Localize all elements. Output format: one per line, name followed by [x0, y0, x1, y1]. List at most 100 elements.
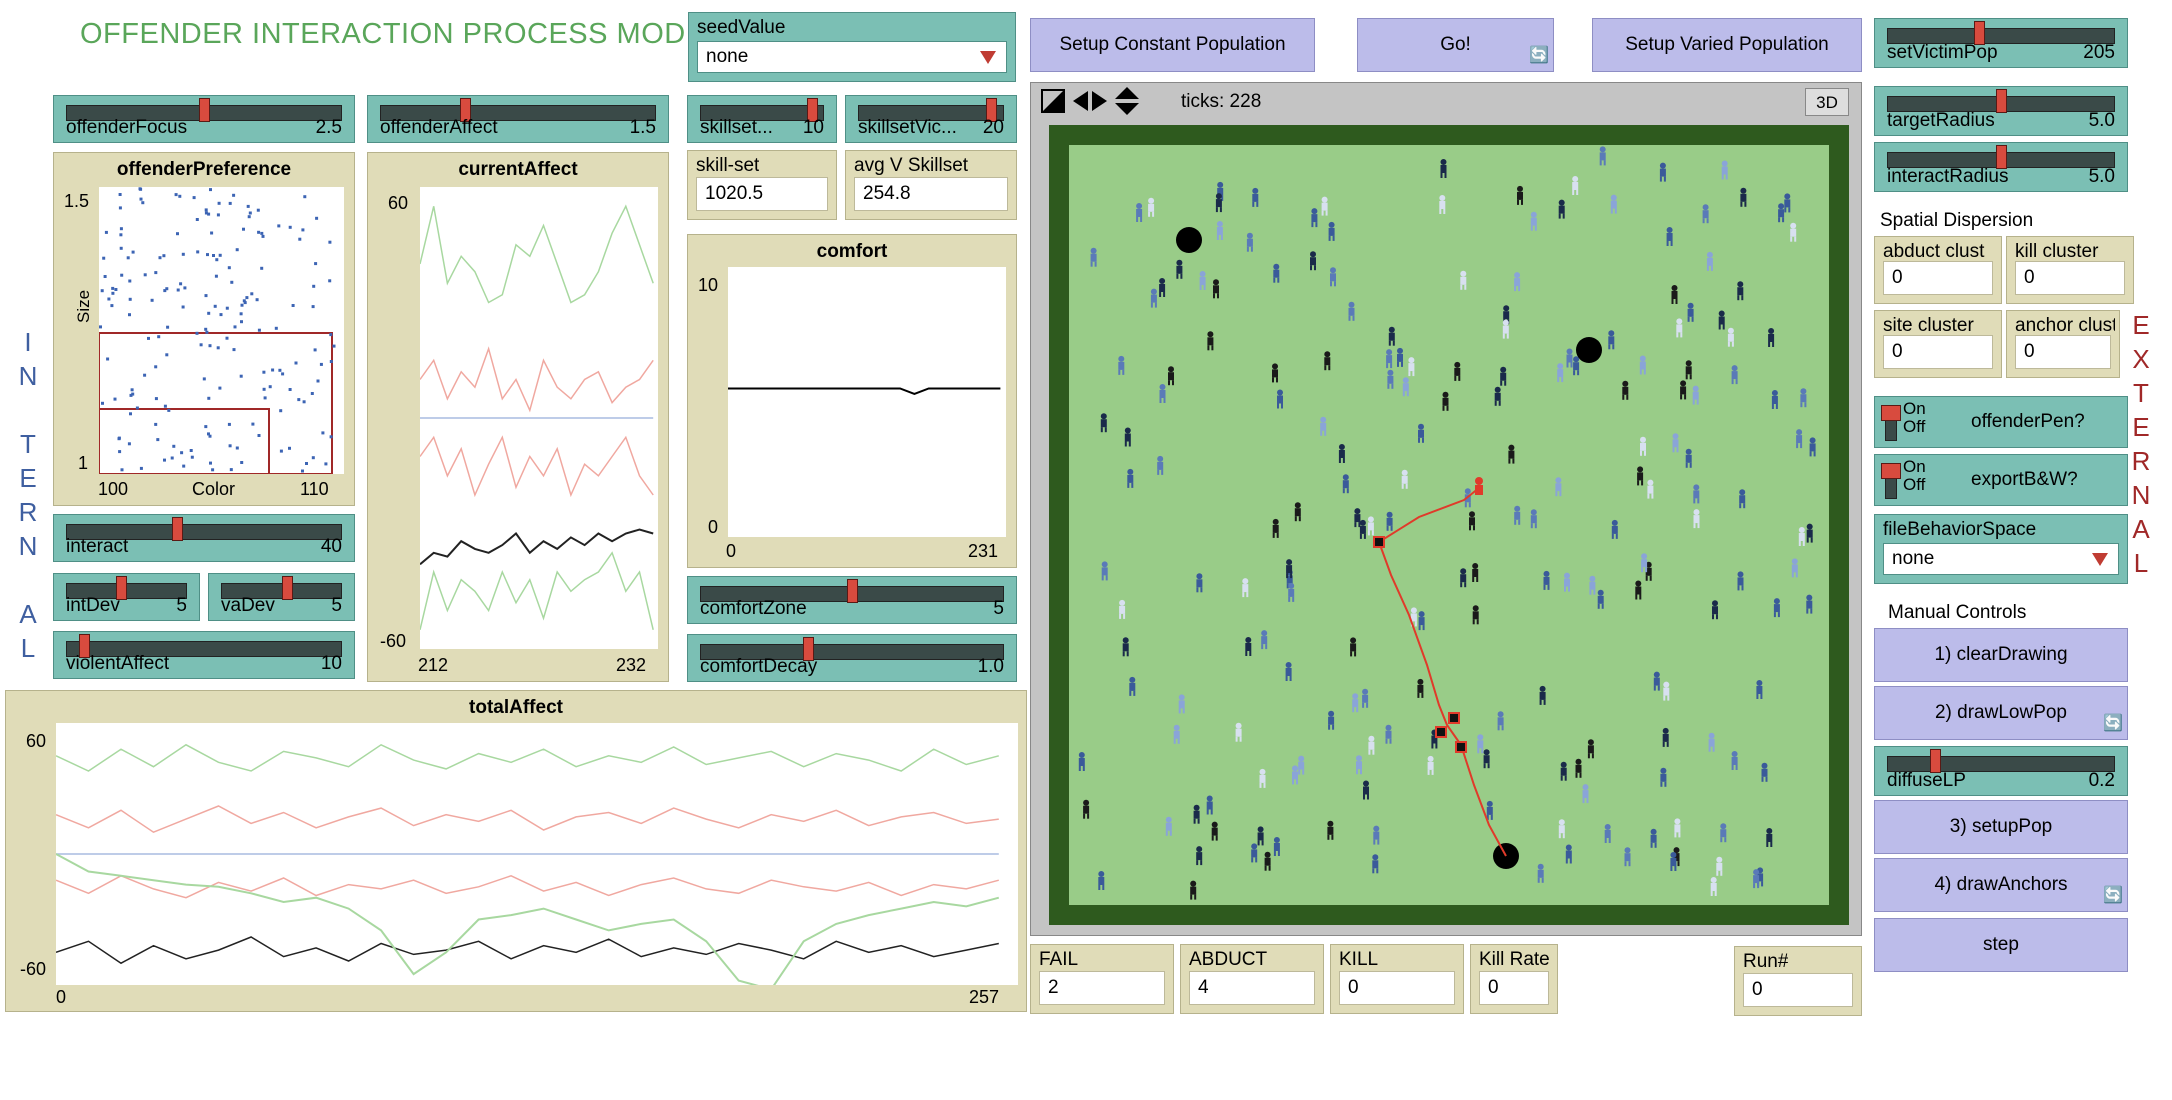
victim-agent [1427, 755, 1434, 775]
run-number-monitor: Run# 0 [1734, 946, 1862, 1016]
victim-agent [1806, 523, 1813, 543]
skillset-victim-slider[interactable]: skillsetVic... 20 [845, 95, 1017, 143]
go-button[interactable]: Go! 🔄 [1357, 18, 1554, 72]
target-radius-slider[interactable]: targetRadius 5.0 [1874, 86, 2128, 136]
draw-anchors-button[interactable]: 4) drawAnchors 🔄 [1874, 858, 2128, 912]
slider-thumb[interactable] [986, 98, 998, 122]
speed-control-icon[interactable] [1041, 89, 1065, 113]
horizontal-pan-icon[interactable] [1073, 89, 1107, 113]
scatter-point [118, 450, 122, 454]
slider-track[interactable] [1887, 28, 2115, 44]
victim-agent [1454, 361, 1461, 381]
slider-thumb[interactable] [459, 98, 471, 122]
interact-slider[interactable]: interact 40 [53, 514, 355, 562]
seed-value-select[interactable]: none [697, 41, 1007, 73]
slider-thumb[interactable] [1930, 749, 1942, 773]
series-line-4 [56, 936, 999, 965]
slider-track[interactable] [858, 105, 1004, 121]
setup-pop-button[interactable]: 3) setupPop [1874, 800, 2128, 854]
seed-value-chooser[interactable]: seedValue none [688, 12, 1016, 82]
victim-agent [1251, 843, 1258, 863]
offender-affect-slider[interactable]: offenderAffect 1.5 [367, 95, 669, 143]
slider-thumb[interactable] [281, 576, 293, 600]
plot-title: offenderPreference [116, 159, 292, 180]
switch-knob[interactable] [1881, 405, 1901, 421]
scatter-point [107, 297, 111, 301]
x-min-label: 212 [418, 655, 449, 675]
setup-constant-population-button[interactable]: Setup Constant Population [1030, 18, 1315, 72]
slider-label: targetRadius [1887, 110, 1995, 131]
scatter-point [180, 451, 184, 455]
series-line-5 [56, 853, 1000, 985]
victim-agent [1641, 553, 1648, 573]
comfort-decay-slider[interactable]: comfortDecay 1.0 [687, 634, 1017, 682]
setup-varied-population-button[interactable]: Setup Varied Population [1592, 18, 1862, 72]
victim-agent [1385, 724, 1392, 744]
scatter-point [257, 230, 261, 234]
scatter-point [163, 404, 167, 408]
victim-agent [1193, 804, 1200, 824]
victim-agent [1791, 558, 1798, 578]
slider-thumb[interactable] [807, 98, 819, 122]
series-line-5 [420, 551, 654, 630]
world-canvas[interactable] [1069, 145, 1829, 905]
world-patches[interactable] [1069, 145, 1829, 905]
dropdown-arrow-icon [2092, 553, 2108, 566]
scatter-point [204, 294, 208, 298]
switch-knob[interactable] [1881, 463, 1901, 479]
anchor-point [1576, 337, 1602, 363]
victim-agent [1566, 348, 1573, 368]
slider-track[interactable] [700, 644, 1004, 660]
slider-track[interactable] [700, 105, 824, 121]
view-3d-button[interactable]: 3D [1805, 88, 1849, 116]
vertical-pan-icon[interactable] [1113, 87, 1141, 115]
step-button[interactable]: step [1874, 918, 2128, 972]
clear-drawing-button[interactable]: 1) clearDrawing [1874, 628, 2128, 682]
slider-thumb[interactable] [802, 637, 814, 661]
skillset-offender-slider[interactable]: skillset... 10 [687, 95, 837, 143]
scatter-point [111, 291, 115, 295]
violent-affect-slider[interactable]: violentAffect 10 [53, 631, 355, 679]
scatter-point [324, 462, 328, 466]
slider-track[interactable] [1887, 756, 2115, 772]
slider-thumb[interactable] [198, 98, 210, 122]
slider-thumb[interactable] [1995, 145, 2007, 169]
slider-track[interactable] [380, 105, 656, 121]
set-victim-pop-slider[interactable]: setVictimPop 205 [1874, 18, 2128, 68]
file-behavior-space-chooser[interactable]: fileBehaviorSpace none [1874, 514, 2128, 584]
slider-track[interactable] [66, 583, 187, 599]
victim-agent [1514, 272, 1521, 292]
slider-thumb[interactable] [115, 576, 127, 600]
scatter-point [190, 455, 194, 459]
int-dev-slider[interactable]: intDev 5 [53, 573, 200, 621]
victim-agent [1720, 823, 1727, 843]
slider-track[interactable] [66, 641, 342, 657]
file-behavior-space-selected: none [1892, 548, 1935, 569]
offender-pen-switch[interactable]: On Off offenderPen? [1874, 396, 2128, 448]
slider-thumb[interactable] [172, 517, 183, 541]
slider-track[interactable] [66, 524, 342, 540]
offender-focus-slider[interactable]: offenderFocus 2.5 [53, 95, 355, 143]
diffuse-lp-slider[interactable]: diffuseLP 0.2 [1874, 746, 2128, 796]
victim-agent [1557, 363, 1564, 383]
victim-agent [1640, 436, 1646, 456]
victim-agent [1277, 389, 1283, 409]
slider-thumb[interactable] [846, 579, 858, 603]
kill-cluster-monitor: kill cluster 0 [2006, 236, 2134, 304]
interact-radius-slider[interactable]: interactRadius 5.0 [1874, 142, 2128, 192]
export-bw-switch[interactable]: On Off exportB&W? [1874, 454, 2128, 506]
victim-agent [1761, 762, 1768, 782]
slider-value: 5.0 [2088, 110, 2115, 131]
scatter-point [130, 388, 134, 392]
slider-thumb[interactable] [79, 634, 91, 658]
scatter-point [111, 286, 115, 290]
victim-agent [1756, 680, 1763, 699]
scatter-point [288, 446, 291, 450]
slider-thumb[interactable] [1973, 21, 1985, 45]
slider-thumb[interactable] [1995, 89, 2007, 113]
comfort-zone-slider[interactable]: comfortZone 5 [687, 576, 1017, 624]
monitor-value: 0 [1883, 261, 1993, 295]
va-dev-slider[interactable]: vaDev 5 [208, 573, 355, 621]
file-behavior-space-select[interactable]: none [1883, 543, 2119, 575]
draw-low-pop-button[interactable]: 2) drawLowPop 🔄 [1874, 686, 2128, 740]
